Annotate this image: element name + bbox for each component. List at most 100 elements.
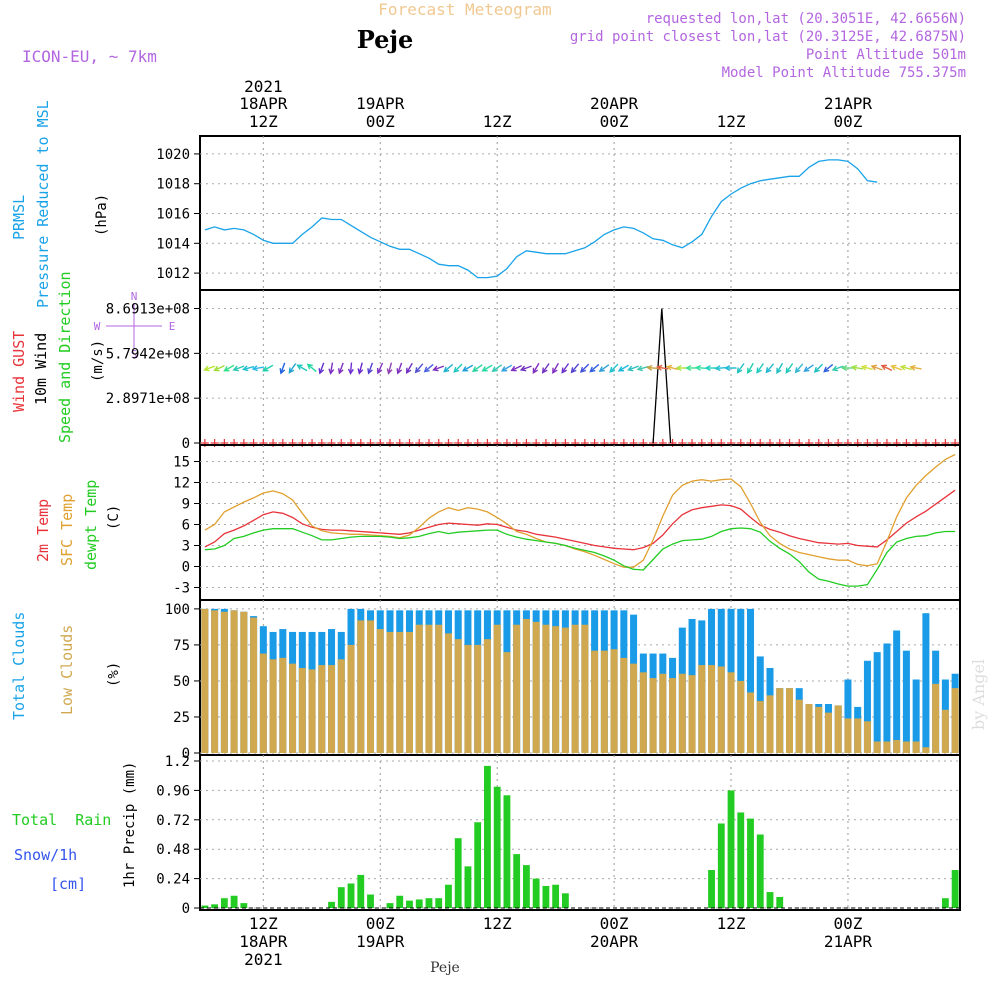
low-cloud-bar — [639, 672, 647, 753]
watermark: by Angel — [969, 659, 988, 730]
panel-frame — [199, 754, 961, 911]
low-cloud-bar — [513, 624, 521, 753]
y-tick-label: 0.96 — [156, 783, 190, 799]
low-cloud-bar — [922, 747, 930, 753]
rain-bar — [328, 901, 335, 908]
wind-arrow-head — [675, 364, 682, 372]
wind-arrow-head — [589, 366, 596, 373]
low-cloud-bar — [561, 627, 569, 753]
y-tick-label: 1012 — [156, 266, 190, 282]
rain-bar — [425, 898, 433, 908]
low-cloud-bar — [425, 624, 433, 753]
low-cloud-bar — [932, 683, 940, 753]
dewpt-label: dewpt Temp — [82, 480, 100, 570]
wind-arrow-head — [453, 366, 460, 373]
wind-arrow-head — [694, 364, 702, 371]
time-label-date: 19APR — [356, 94, 405, 113]
wind-arrow — [462, 364, 474, 372]
low-cloud-bar — [795, 699, 803, 753]
wind-arrow — [609, 363, 619, 373]
low-cloud-bar — [503, 652, 511, 753]
rain-bar — [357, 874, 365, 908]
wind-arrow — [589, 363, 600, 373]
t2m-line — [204, 489, 956, 551]
low-cloud-bar — [405, 631, 413, 753]
wind-arrow-head — [443, 366, 450, 373]
wind-arrow-head — [386, 368, 393, 375]
low-cloud-bar — [776, 688, 784, 753]
low-cloud-bar — [951, 688, 959, 753]
wind-arrow — [214, 365, 225, 371]
wind-arrow-head — [736, 367, 743, 374]
wind-arrow — [861, 365, 873, 371]
low-cloud-bar — [571, 624, 579, 753]
low-cloud-bar — [532, 621, 540, 753]
panel-frame — [199, 135, 961, 291]
total-cloud-bar — [912, 679, 920, 753]
wind-arrow — [532, 362, 540, 374]
wind-arrow-head — [570, 367, 577, 374]
wind-arrow-head — [909, 364, 916, 371]
wind-arrow-head — [481, 366, 488, 372]
wind-arrow — [804, 364, 814, 372]
time-label-year: 2021 — [244, 77, 283, 96]
wind-arrow-head — [396, 368, 403, 375]
pressure-panel: 1012 1014 1016 1018 1020 — [156, 135, 961, 291]
requested-coords: requested lon,lat (20.3051E, 42.6656N) — [646, 11, 966, 27]
low-cloud-bar — [815, 706, 823, 753]
wind-arrow — [433, 365, 445, 371]
low-cloud-bar — [854, 718, 862, 753]
wind-dir-label: Speed and Direction — [56, 271, 74, 443]
y-tick-label: 1014 — [156, 236, 190, 252]
wind-arrow-head — [890, 364, 897, 371]
model-name: ICON-EU, ~ 7km — [22, 47, 157, 66]
low-cloud-bar — [493, 624, 501, 753]
time-label-hour: 00Z — [833, 914, 862, 933]
wind-arrow-head — [765, 367, 772, 374]
wind-arrow-head — [646, 364, 653, 371]
low-cloud-bar — [211, 610, 219, 753]
wind-arrow — [443, 363, 454, 373]
wind-arrow — [667, 365, 679, 371]
rain-bar — [337, 887, 345, 908]
low-cloud-bar — [357, 620, 365, 753]
low-cloud-bar — [250, 617, 258, 753]
time-label-date: 20APR — [590, 932, 639, 951]
wind-arrow-head — [318, 368, 325, 375]
wind-arrow — [319, 362, 325, 374]
low-cloud-bar — [669, 678, 677, 753]
low-cloud-bar — [318, 665, 326, 753]
rain-bar — [523, 865, 530, 908]
time-label-year: 2021 — [244, 950, 283, 969]
low-cloud-bar — [298, 667, 306, 753]
y-tick-label: 6 — [182, 518, 190, 534]
low-cloud-bar — [464, 644, 472, 753]
wind-arrow — [571, 363, 580, 373]
wind-arrow-head — [803, 366, 810, 372]
t2m-label: 2m Temp — [34, 499, 52, 562]
wind-arrow-head — [223, 366, 230, 372]
time-label-hour: 12Z — [483, 914, 512, 933]
wind-arrow — [561, 363, 570, 373]
low-cloud-bar — [474, 644, 482, 753]
low-cloud-bar — [522, 618, 530, 753]
wind-arrow — [756, 363, 764, 373]
wind-arrow-head — [213, 365, 220, 372]
total-cloud-bar — [883, 643, 891, 753]
wind-arrow-head — [471, 366, 479, 372]
rain-bar — [415, 899, 423, 908]
low-cloud-bar — [678, 673, 686, 753]
low-cloud-bar — [863, 721, 871, 753]
wind-arrow-head — [579, 366, 586, 373]
low-cloud-bar — [454, 639, 462, 753]
y-tick-label: -3 — [173, 581, 190, 597]
wind-arrow — [647, 366, 659, 370]
grid-point-coords: grid point closest lon,lat (20.3125E, 42… — [570, 29, 966, 45]
low-cloud-bar — [727, 672, 735, 753]
total-cloud-bar — [747, 608, 755, 753]
time-label-hour: 12Z — [717, 112, 746, 131]
rain-bar — [230, 895, 238, 908]
low-cloud-bar — [873, 741, 881, 753]
wind-arrow-head — [367, 368, 373, 375]
